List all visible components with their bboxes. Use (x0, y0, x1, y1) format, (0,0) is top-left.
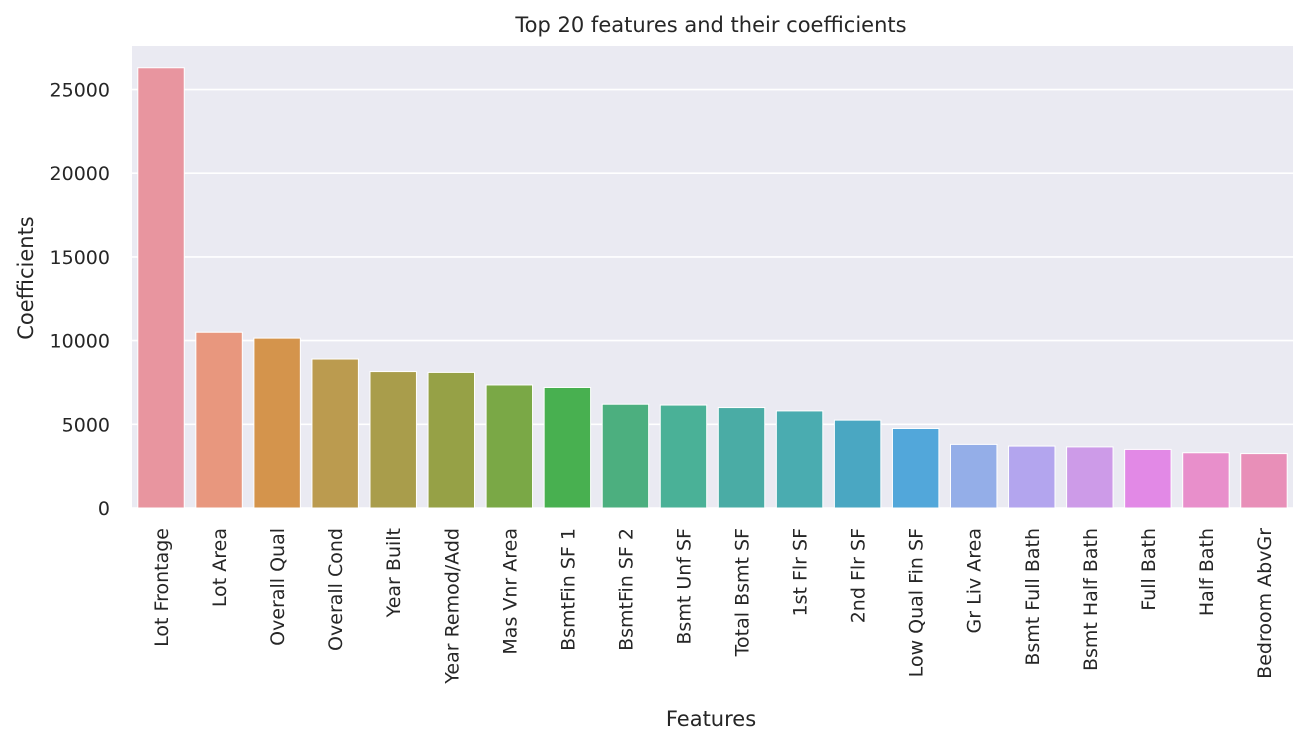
x-tick-label: Bedroom AbvGr (1254, 528, 1276, 679)
y-tick-label: 10000 (50, 331, 110, 353)
bar (1066, 446, 1114, 509)
x-axis-label: Features (666, 707, 756, 731)
y-axis-ticks: 0 5000 10000 15000 20000 25000 (50, 80, 110, 520)
x-tick-label: Year Remod/Add (441, 528, 463, 685)
bar (311, 358, 359, 509)
bar (195, 331, 243, 509)
bar (137, 67, 185, 509)
bar (1240, 453, 1288, 509)
bar (253, 337, 301, 509)
bar (659, 404, 708, 509)
x-tick-label: BsmtFin SF 2 (615, 528, 637, 651)
y-tick-label: 25000 (50, 80, 110, 102)
x-tick-label: Full Bath (1138, 528, 1160, 611)
bar (601, 403, 650, 509)
y-tick-label: 0 (98, 498, 110, 520)
bar (543, 386, 592, 509)
bar (717, 407, 766, 509)
x-tick-label: Bsmt Half Bath (1080, 528, 1102, 671)
x-tick-label: BsmtFin SF 1 (557, 528, 579, 651)
y-axis-label: Coefficients (14, 216, 38, 340)
x-axis-ticks: Lot Frontage Lot Area Overall Qual Overall … (151, 528, 1276, 685)
bar (833, 419, 882, 509)
x-tick-label: Overall Qual (267, 528, 289, 646)
x-tick-label: Half Bath (1196, 528, 1218, 616)
x-tick-label: Bsmt Full Bath (1022, 528, 1044, 666)
x-tick-label: Year Built (383, 528, 405, 618)
bar (775, 410, 824, 509)
y-tick-label: 5000 (62, 414, 110, 436)
x-tick-label: 1st Flr SF (790, 528, 812, 617)
x-tick-label: Lot Area (209, 528, 231, 607)
bar (1182, 452, 1230, 509)
x-tick-label: Lot Frontage (151, 528, 173, 647)
bar (485, 384, 534, 509)
bar (950, 443, 998, 509)
x-tick-label: Total Bsmt SF (732, 528, 754, 657)
bar (1124, 448, 1172, 509)
x-tick-label: Overall Cond (325, 528, 347, 651)
bar (891, 427, 940, 509)
x-tick-label: Gr Liv Area (964, 528, 986, 633)
y-tick-label: 15000 (50, 247, 110, 269)
chart-title: Top 20 features and their coefficients (514, 13, 906, 37)
x-tick-label: Bsmt Unf SF (673, 528, 695, 645)
x-tick-label: Low Qual Fin SF (906, 528, 928, 677)
x-tick-label: Mas Vnr Area (499, 528, 521, 655)
bar (1008, 445, 1056, 509)
bars (137, 67, 1288, 509)
y-tick-label: 20000 (50, 163, 110, 185)
plot-background (132, 46, 1293, 508)
x-tick-label: 2nd Flr SF (848, 528, 870, 623)
bar (369, 371, 417, 509)
bar (427, 371, 475, 509)
